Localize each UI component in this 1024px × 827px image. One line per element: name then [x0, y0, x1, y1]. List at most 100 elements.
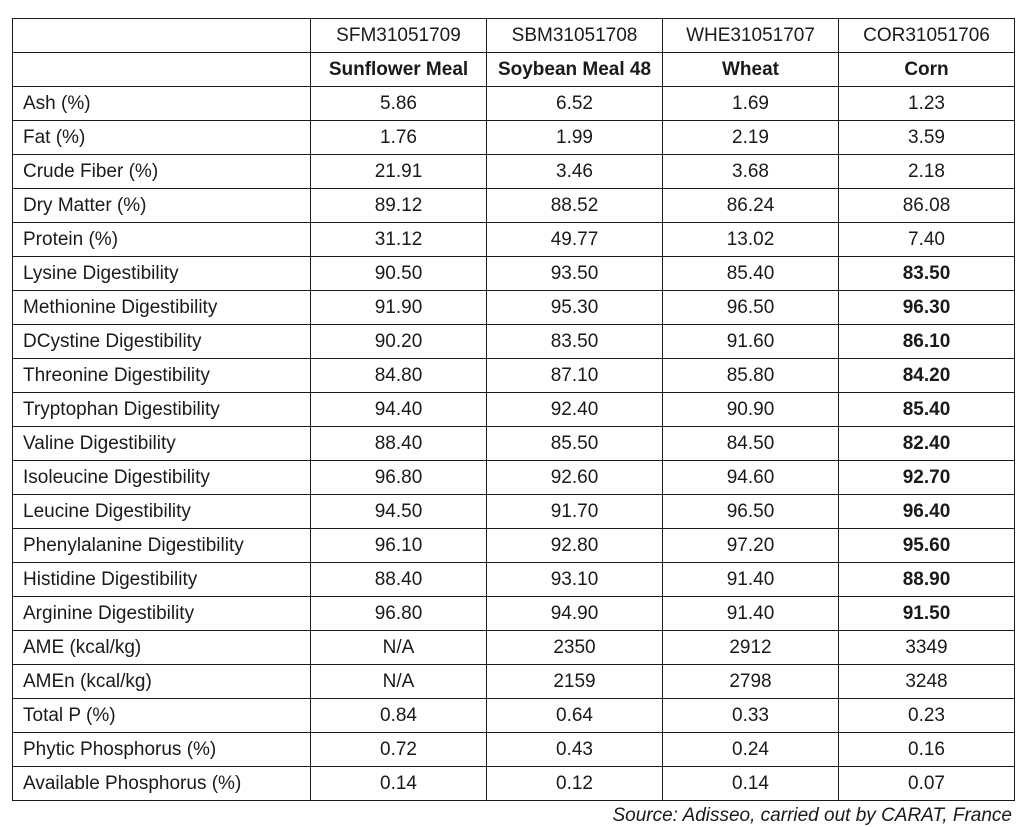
cell: 3.46	[487, 155, 663, 189]
cell: 0.23	[839, 699, 1015, 733]
cell: 2159	[487, 665, 663, 699]
table-row: Lysine Digestibility90.5093.5085.4083.50	[13, 257, 1015, 291]
cell: 0.14	[663, 767, 839, 801]
cell: 95.60	[839, 529, 1015, 563]
header-row-codes: SFM31051709 SBM31051708 WHE31051707 COR3…	[13, 19, 1015, 53]
row-label: Available Phosphorus (%)	[13, 767, 311, 801]
row-label: Valine Digestibility	[13, 427, 311, 461]
table-row: AME (kcal/kg)N/A235029123349	[13, 631, 1015, 665]
cell: 3248	[839, 665, 1015, 699]
cell: 84.50	[663, 427, 839, 461]
cell: 88.40	[311, 563, 487, 597]
cell: 91.90	[311, 291, 487, 325]
cell: 90.20	[311, 325, 487, 359]
cell: 92.80	[487, 529, 663, 563]
row-label: AMEn (kcal/kg)	[13, 665, 311, 699]
cell: 7.40	[839, 223, 1015, 257]
col-name-2: Wheat	[663, 53, 839, 87]
cell: 96.50	[663, 495, 839, 529]
cell: 49.77	[487, 223, 663, 257]
row-label: Ash (%)	[13, 87, 311, 121]
row-label: Arginine Digestibility	[13, 597, 311, 631]
cell: 21.91	[311, 155, 487, 189]
table-row: Valine Digestibility88.4085.5084.5082.40	[13, 427, 1015, 461]
row-label: Histidine Digestibility	[13, 563, 311, 597]
header-blank	[13, 53, 311, 87]
page: SFM31051709 SBM31051708 WHE31051707 COR3…	[0, 0, 1024, 758]
cell: 89.12	[311, 189, 487, 223]
cell: 83.50	[839, 257, 1015, 291]
cell: 0.16	[839, 733, 1015, 767]
table-row: Fat (%)1.761.992.193.59	[13, 121, 1015, 155]
table-row: Ash (%)5.866.521.691.23	[13, 87, 1015, 121]
cell: 0.33	[663, 699, 839, 733]
cell: 88.90	[839, 563, 1015, 597]
row-label: Crude Fiber (%)	[13, 155, 311, 189]
col-code-0: SFM31051709	[311, 19, 487, 53]
cell: 2912	[663, 631, 839, 665]
table-row: Isoleucine Digestibility96.8092.6094.609…	[13, 461, 1015, 495]
cell: 93.10	[487, 563, 663, 597]
table-row: Dry Matter (%)89.1288.5286.2486.08	[13, 189, 1015, 223]
cell: 90.50	[311, 257, 487, 291]
cell: 86.08	[839, 189, 1015, 223]
cell: 31.12	[311, 223, 487, 257]
cell: 92.70	[839, 461, 1015, 495]
table-row: AMEn (kcal/kg)N/A215927983248	[13, 665, 1015, 699]
cell: N/A	[311, 665, 487, 699]
cell: 92.60	[487, 461, 663, 495]
cell: 84.80	[311, 359, 487, 393]
cell: 2798	[663, 665, 839, 699]
cell: 86.24	[663, 189, 839, 223]
cell: 91.40	[663, 597, 839, 631]
col-code-3: COR31051706	[839, 19, 1015, 53]
table-row: Crude Fiber (%)21.913.463.682.18	[13, 155, 1015, 189]
cell: 2.18	[839, 155, 1015, 189]
cell: 87.10	[487, 359, 663, 393]
cell: 83.50	[487, 325, 663, 359]
row-label: Phytic Phosphorus (%)	[13, 733, 311, 767]
cell: 84.20	[839, 359, 1015, 393]
row-label: Total P (%)	[13, 699, 311, 733]
cell: 94.90	[487, 597, 663, 631]
table-row: Phytic Phosphorus (%)0.720.430.240.16	[13, 733, 1015, 767]
cell: 88.52	[487, 189, 663, 223]
cell: 1.23	[839, 87, 1015, 121]
cell: 97.20	[663, 529, 839, 563]
cell: 85.40	[663, 257, 839, 291]
cell: 90.90	[663, 393, 839, 427]
cell: 95.30	[487, 291, 663, 325]
cell: 96.40	[839, 495, 1015, 529]
row-label: Phenylalanine Digestibility	[13, 529, 311, 563]
cell: 91.60	[663, 325, 839, 359]
cell: 3.68	[663, 155, 839, 189]
table-row: Arginine Digestibility96.8094.9091.4091.…	[13, 597, 1015, 631]
cell: 0.43	[487, 733, 663, 767]
table-row: Threonine Digestibility84.8087.1085.8084…	[13, 359, 1015, 393]
cell: 1.99	[487, 121, 663, 155]
row-label: Lysine Digestibility	[13, 257, 311, 291]
table-row: DCystine Digestibility90.2083.5091.6086.…	[13, 325, 1015, 359]
row-label: Threonine Digestibility	[13, 359, 311, 393]
header-row-names: Sunflower Meal Soybean Meal 48 Wheat Cor…	[13, 53, 1015, 87]
cell: 85.80	[663, 359, 839, 393]
row-label: AME (kcal/kg)	[13, 631, 311, 665]
table-row: Histidine Digestibility88.4093.1091.4088…	[13, 563, 1015, 597]
header-blank	[13, 19, 311, 53]
source-line: Source: Adisseo, carried out by CARAT, F…	[12, 801, 1018, 827]
table-row: Tryptophan Digestibility94.4092.4090.908…	[13, 393, 1015, 427]
row-label: Tryptophan Digestibility	[13, 393, 311, 427]
cell: 91.70	[487, 495, 663, 529]
row-label: Fat (%)	[13, 121, 311, 155]
cell: 88.40	[311, 427, 487, 461]
cell: 0.84	[311, 699, 487, 733]
cell: 92.40	[487, 393, 663, 427]
cell: 96.10	[311, 529, 487, 563]
table-row: Protein (%)31.1249.7713.027.40	[13, 223, 1015, 257]
table-row: Phenylalanine Digestibility96.1092.8097.…	[13, 529, 1015, 563]
cell: 85.40	[839, 393, 1015, 427]
cell: 85.50	[487, 427, 663, 461]
cell: 94.40	[311, 393, 487, 427]
col-code-1: SBM31051708	[487, 19, 663, 53]
row-label: DCystine Digestibility	[13, 325, 311, 359]
